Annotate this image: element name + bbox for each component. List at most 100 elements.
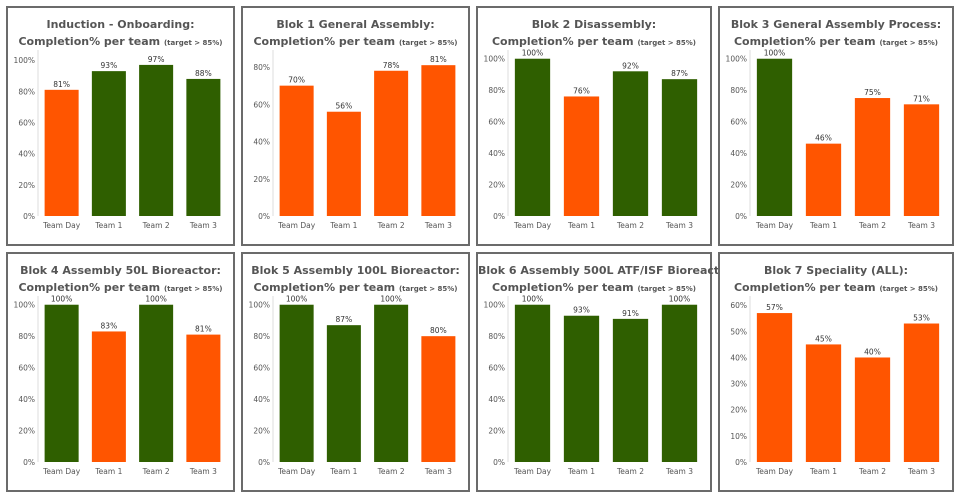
bar <box>91 71 126 216</box>
bar-chart-svg: 0% 20% 40% 60% 80% 100% 100% Team Day 93% Team 1 9… <box>484 295 698 476</box>
bar <box>139 64 174 217</box>
x-tick-label: Team 3 <box>665 221 693 230</box>
y-tick-label: 60% <box>18 364 35 373</box>
y-tick-label: 40% <box>488 149 505 158</box>
bar <box>661 79 698 217</box>
y-tick-label: 40% <box>730 149 747 158</box>
y-tick-label: 100% <box>14 301 35 310</box>
data-label: 92% <box>622 61 639 70</box>
x-tick-label: Team Day <box>42 467 81 476</box>
y-tick-label: 100% <box>726 55 747 64</box>
y-tick-label: 60% <box>253 100 270 109</box>
data-label: 93% <box>573 306 590 315</box>
bar-chart-svg: 0% 20% 40% 60% 80% 100% 100% Team Day 46% Team 1 7… <box>726 49 940 230</box>
chart-title-line: Blok 6 Assembly 500L ATF/ISF Bioreactor: <box>478 264 737 277</box>
data-label: 75% <box>864 88 881 97</box>
x-tick-label: Team 3 <box>189 221 217 230</box>
y-tick-label: 100% <box>484 301 505 310</box>
x-tick-label: Team 3 <box>907 221 935 230</box>
bar-chart-svg: 0% 10% 20% 30% 40% 50% 60% 57% Team Day 45% Team 1… <box>730 296 940 476</box>
bar-chart-svg: 0% 20% 40% 60% 80% 100% 100% Team Day 83% Team 1 1… <box>14 295 221 476</box>
bar <box>279 304 314 462</box>
y-tick-label: 0% <box>258 212 270 221</box>
x-tick-label: Team 1 <box>329 467 357 476</box>
chart-title: Blok 4 Assembly 50L Bioreactor: Completi… <box>8 262 233 298</box>
x-tick-label: Team 2 <box>142 221 170 230</box>
y-tick-label: 20% <box>730 181 747 190</box>
data-label: 57% <box>766 303 783 312</box>
x-tick-label: Team 3 <box>424 221 452 230</box>
y-tick-label: 0% <box>23 212 35 221</box>
x-tick-label: Team 1 <box>567 467 595 476</box>
chart-title: Blok 3 General Assembly Process: Complet… <box>720 16 952 52</box>
chart-target-note: (target > 85%) <box>879 285 939 293</box>
bar <box>44 304 79 462</box>
y-tick-label: 0% <box>493 212 505 221</box>
x-tick-label: Team 1 <box>94 467 122 476</box>
y-tick-label: 60% <box>730 118 747 127</box>
bar <box>563 96 600 216</box>
y-tick-label: 20% <box>488 181 505 190</box>
bar <box>903 104 940 216</box>
x-tick-label: Team 1 <box>94 221 122 230</box>
x-tick-label: Team Day <box>755 467 794 476</box>
x-tick-label: Team 1 <box>329 221 357 230</box>
bar-chart-svg: 0% 20% 40% 60% 80% 100% 100% Team Day 87% Team 1 1… <box>249 295 456 476</box>
chart-title: Induction - Onboarding: Completion% per … <box>8 16 233 52</box>
x-tick-label: Team Day <box>277 221 316 230</box>
chart-title-line: Blok 5 Assembly 100L Bioreactor: <box>251 264 460 277</box>
data-label: 88% <box>195 69 212 78</box>
x-tick-label: Team Day <box>277 467 316 476</box>
bar <box>854 98 891 216</box>
x-tick-label: Team 2 <box>616 467 644 476</box>
data-label: 81% <box>430 55 447 64</box>
y-tick-label: 20% <box>730 406 747 415</box>
bar <box>374 70 409 216</box>
x-tick-label: Team Day <box>513 221 552 230</box>
chart-title: Blok 7 Speciality (ALL): Completion% per… <box>720 262 952 298</box>
x-tick-label: Team 3 <box>665 467 693 476</box>
bar <box>756 58 793 216</box>
chart-title-line: Blok 7 Speciality (ALL): <box>763 264 909 277</box>
chart-target-note: (target > 85%) <box>398 285 458 293</box>
y-tick-label: 0% <box>735 458 747 467</box>
data-label: 100% <box>669 295 690 304</box>
y-tick-label: 20% <box>18 427 35 436</box>
x-tick-label: Team Day <box>755 221 794 230</box>
chart-title: Blok 2 Disassembly: Completion% per team… <box>478 16 710 52</box>
y-tick-label: 0% <box>493 458 505 467</box>
data-label: 45% <box>815 334 832 343</box>
x-tick-label: Team 2 <box>858 467 886 476</box>
chart-title: Blok 6 Assembly 500L ATF/ISF Bioreactor:… <box>478 262 737 298</box>
chart-subtitle: Completion% per team <box>253 35 396 48</box>
data-label: 53% <box>913 314 930 323</box>
bar <box>326 325 361 462</box>
x-tick-label: Team 3 <box>907 467 935 476</box>
x-tick-label: Team 2 <box>377 467 405 476</box>
chart-subtitle: Completion% per team <box>491 281 634 294</box>
bar <box>91 331 126 462</box>
y-tick-label: 80% <box>488 86 505 95</box>
bar <box>903 323 940 462</box>
bar <box>421 65 456 216</box>
y-tick-label: 80% <box>253 63 270 72</box>
data-label: 100% <box>380 295 401 304</box>
y-tick-label: 20% <box>18 181 35 190</box>
y-tick-label: 80% <box>488 332 505 341</box>
y-tick-label: 0% <box>23 458 35 467</box>
y-tick-label: 30% <box>730 380 747 389</box>
data-label: 81% <box>195 325 212 334</box>
bar <box>514 58 551 216</box>
bar <box>514 304 551 462</box>
x-tick-label: Team Day <box>513 467 552 476</box>
chart-subtitle: Completion% per team <box>18 35 161 48</box>
chart-panel-blok1: Blok 1 General Assembly: Completion% per… <box>241 6 470 246</box>
chart-panel-blok7: Blok 7 Speciality (ALL): Completion% per… <box>718 252 954 492</box>
bar <box>421 336 456 462</box>
chart-target-note: (target > 85%) <box>637 39 697 47</box>
x-tick-label: Team Day <box>42 221 81 230</box>
chart-subtitle: Completion% per team <box>491 35 634 48</box>
x-tick-label: Team 2 <box>377 221 405 230</box>
data-label: 70% <box>288 76 305 85</box>
data-label: 97% <box>148 55 165 64</box>
